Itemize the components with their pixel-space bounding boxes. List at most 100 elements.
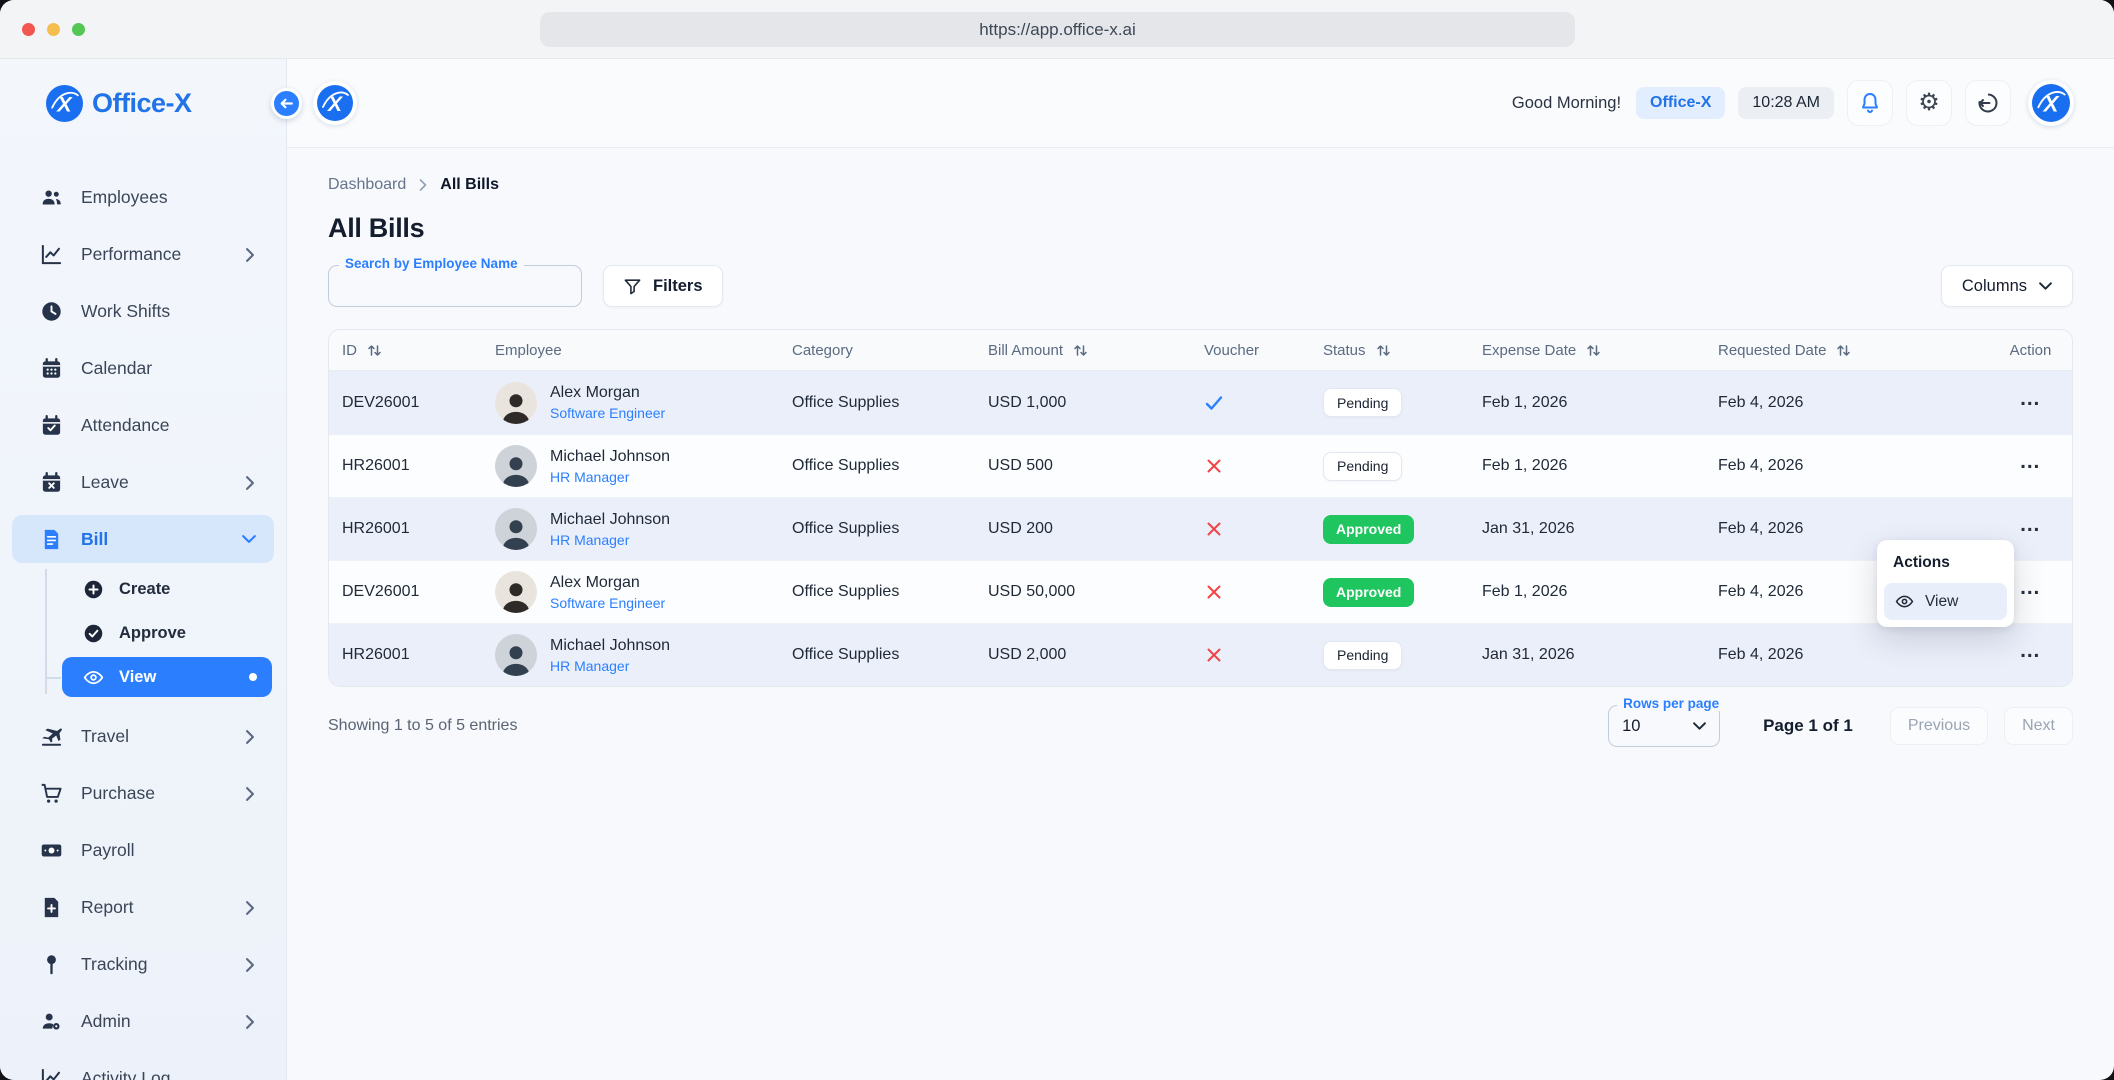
status-badge: Approved bbox=[1323, 577, 1415, 607]
bell-icon bbox=[1862, 93, 1878, 114]
employee-name: Michael Johnson bbox=[550, 510, 671, 528]
settings-button[interactable]: ⚙ bbox=[1906, 80, 1952, 126]
chevron-right-icon bbox=[244, 729, 256, 744]
table-row[interactable]: HR26001 Michael Johnson HR Manager Offic… bbox=[329, 497, 2072, 560]
sidebar-item-label: Work Shifts bbox=[81, 301, 171, 321]
status-badge: Pending bbox=[1323, 451, 1403, 481]
maximize-window-button[interactable] bbox=[72, 23, 85, 36]
rows-per-page-select[interactable]: Rows per page 10 bbox=[1608, 696, 1726, 747]
sort-icon[interactable] bbox=[367, 343, 382, 358]
x-icon bbox=[1207, 585, 1221, 599]
sidebar-subitem-label: Create bbox=[119, 579, 171, 598]
sidebar-item-tracking[interactable]: Tracking bbox=[0, 936, 286, 993]
sort-icon[interactable] bbox=[1836, 343, 1851, 358]
page-title: All Bills bbox=[328, 213, 425, 243]
table-row[interactable]: DEV26001 Alex Morgan Software Engineer O… bbox=[329, 560, 2072, 623]
cell-employee: Alex Morgan Software Engineer bbox=[495, 571, 792, 613]
sidebar-subitem-create[interactable]: Create bbox=[0, 567, 286, 611]
table-row[interactable]: HR26001 Michael Johnson HR Manager Offic… bbox=[329, 623, 2072, 686]
cart-icon bbox=[40, 782, 63, 805]
brand-name: Office-X bbox=[92, 88, 192, 118]
cell-expense-date: Feb 1, 2026 bbox=[1482, 393, 1568, 411]
page-info: Page 1 of 1 bbox=[1763, 716, 1853, 735]
search-input[interactable] bbox=[329, 266, 581, 306]
office-x-logo-icon bbox=[317, 85, 353, 121]
filters-label: Filters bbox=[653, 276, 703, 295]
breadcrumb-dashboard[interactable]: Dashboard bbox=[328, 176, 407, 193]
cell-id: HR26001 bbox=[342, 520, 410, 537]
cell-employee: Michael Johnson HR Manager bbox=[495, 445, 792, 487]
chevron-down-icon bbox=[1693, 721, 1706, 731]
actions-menu-view-item[interactable]: View bbox=[1884, 583, 2007, 620]
cell-requested-date: Feb 4, 2026 bbox=[1718, 646, 1804, 663]
app-logo: Office-X bbox=[0, 59, 286, 148]
actions-menu-title: Actions bbox=[1893, 554, 1950, 571]
breadcrumb: Dashboard All Bills bbox=[328, 176, 2073, 194]
search-box: Search by Employee Name bbox=[328, 256, 582, 307]
filters-button[interactable]: Filters bbox=[603, 265, 723, 307]
employee-avatar bbox=[495, 634, 537, 676]
employee-role[interactable]: HR Manager bbox=[550, 468, 630, 485]
sidebar-item-leave[interactable]: Leave bbox=[0, 454, 286, 511]
close-window-button[interactable] bbox=[22, 23, 35, 36]
cell-employee: Michael Johnson HR Manager bbox=[495, 508, 792, 550]
sidebar-item-report[interactable]: Report bbox=[0, 879, 286, 936]
sort-icon[interactable] bbox=[1073, 343, 1088, 358]
notifications-button[interactable] bbox=[1847, 80, 1893, 126]
employee-role[interactable]: Software Engineer bbox=[550, 594, 666, 611]
next-page-button[interactable]: Next bbox=[2004, 707, 2073, 745]
sidebar-item-label: Purchase bbox=[81, 783, 155, 803]
columns-button[interactable]: Columns bbox=[1940, 265, 2073, 307]
column-header-action: Action bbox=[2009, 341, 2052, 359]
row-actions-button[interactable]: … bbox=[2019, 386, 2042, 410]
sidebar-item-performance[interactable]: Performance bbox=[0, 226, 286, 283]
sidebar-subitem-approve[interactable]: Approve bbox=[0, 611, 286, 655]
sidebar-item-admin[interactable]: Admin bbox=[0, 993, 286, 1050]
sidebar-subitem-label: View bbox=[119, 667, 157, 686]
sidebar-item-payroll[interactable]: Payroll bbox=[0, 822, 286, 879]
employee-role[interactable]: HR Manager bbox=[550, 531, 630, 548]
chevron-down-icon bbox=[242, 533, 256, 545]
sidebar-item-travel[interactable]: Travel bbox=[0, 708, 286, 765]
banknote-icon bbox=[40, 839, 63, 862]
funnel-icon bbox=[624, 278, 641, 294]
sidebar-item-activity-log[interactable]: Activity Log bbox=[0, 1050, 286, 1080]
minimize-window-button[interactable] bbox=[47, 23, 60, 36]
cell-id: DEV26001 bbox=[342, 583, 420, 600]
sidebar-item-attendance[interactable]: Attendance bbox=[0, 397, 286, 454]
cell-category: Office Supplies bbox=[792, 457, 900, 474]
greeting-text: Good Morning! bbox=[1511, 93, 1622, 112]
sidebar-item-label: Activity Log bbox=[81, 1068, 171, 1080]
voucher-indicator bbox=[1204, 645, 1323, 665]
check-circle-icon bbox=[83, 623, 104, 644]
sidebar-subitem-view[interactable]: View bbox=[45, 657, 272, 697]
row-actions-button[interactable]: … bbox=[2019, 513, 2042, 536]
table-row[interactable]: HR26001 Michael Johnson HR Manager Offic… bbox=[329, 434, 2072, 497]
sidebar-item-employees[interactable]: Employees bbox=[0, 169, 286, 226]
row-actions-button[interactable]: … bbox=[2019, 450, 2042, 473]
row-actions-button[interactable]: … bbox=[2019, 639, 2042, 662]
sidebar-item-purchase[interactable]: Purchase bbox=[0, 765, 286, 822]
user-avatar[interactable] bbox=[2028, 80, 2074, 126]
cell-amount: USD 2,000 bbox=[988, 646, 1067, 663]
sidebar-item-work-shifts[interactable]: Work Shifts bbox=[0, 283, 286, 340]
sidebar-item-calendar[interactable]: Calendar bbox=[0, 340, 286, 397]
sidebar-item-bill[interactable]: Bill bbox=[12, 515, 274, 563]
row-actions-button[interactable]: … bbox=[2019, 576, 2042, 599]
window-controls bbox=[22, 23, 85, 36]
previous-page-button[interactable]: Previous bbox=[1889, 707, 1989, 745]
calendar-x-icon bbox=[40, 471, 63, 494]
column-header-category: Category bbox=[792, 341, 853, 359]
logout-button[interactable] bbox=[1965, 80, 2011, 126]
address-bar[interactable]: https://app.office-x.ai bbox=[540, 12, 1575, 47]
sidebar-item-label: Bill bbox=[81, 528, 109, 549]
sort-icon[interactable] bbox=[1376, 343, 1391, 358]
table-row[interactable]: DEV26001 Alex Morgan Software Engineer O… bbox=[329, 371, 2072, 434]
sort-icon[interactable] bbox=[1586, 343, 1601, 358]
employee-role[interactable]: Software Engineer bbox=[550, 405, 666, 421]
sidebar-collapse-button[interactable] bbox=[271, 88, 302, 119]
header-app-badge[interactable] bbox=[313, 81, 357, 125]
cell-amount: USD 50,000 bbox=[988, 583, 1076, 600]
employee-role[interactable]: HR Manager bbox=[550, 657, 630, 674]
